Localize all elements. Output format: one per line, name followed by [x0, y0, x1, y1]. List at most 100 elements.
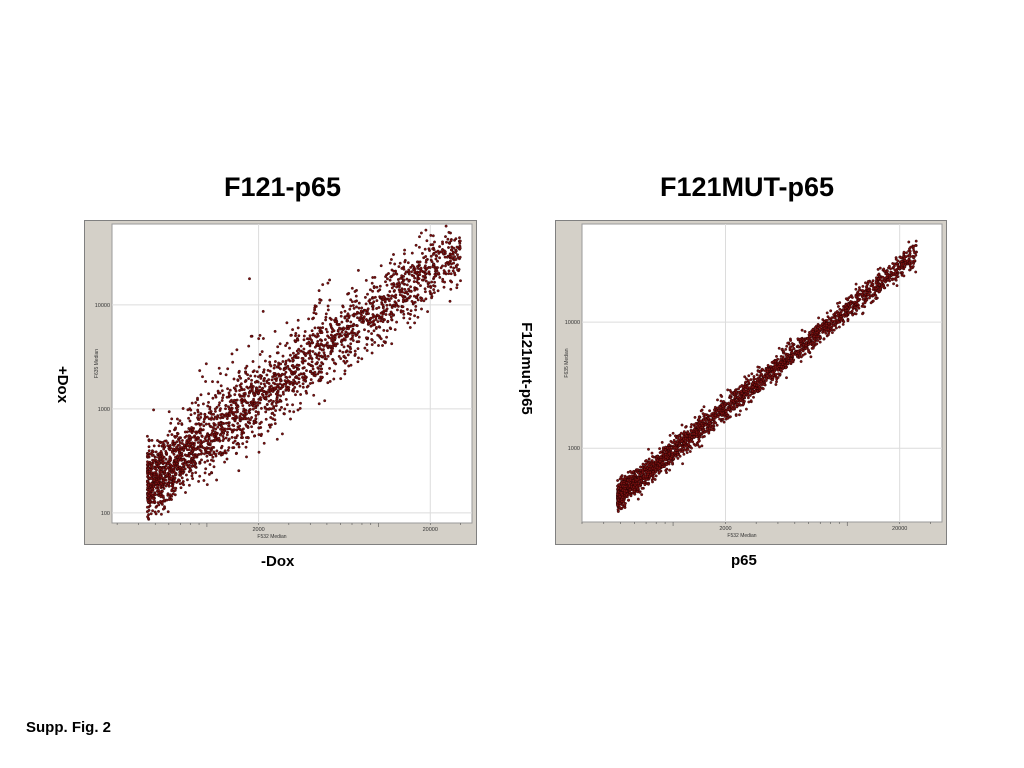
data-point: [216, 415, 220, 419]
data-point: [254, 380, 258, 384]
data-point: [449, 272, 453, 276]
data-point: [257, 397, 261, 401]
data-point: [714, 421, 718, 425]
inner-x-label: F532 Median: [257, 534, 286, 540]
data-point: [319, 338, 322, 342]
data-point: [220, 399, 224, 402]
data-point: [388, 261, 392, 265]
data-point: [439, 266, 443, 270]
data-point: [381, 303, 385, 307]
data-point: [908, 249, 912, 253]
data-point: [170, 417, 174, 421]
data-point: [268, 385, 272, 389]
data-point: [385, 303, 389, 307]
data-point: [713, 405, 717, 409]
data-point: [329, 344, 333, 348]
data-point: [217, 421, 221, 425]
data-point: [616, 508, 620, 511]
data-point: [342, 327, 346, 331]
data-point: [449, 265, 453, 269]
data-point: [430, 296, 434, 300]
data-point: [243, 410, 247, 413]
data-point: [235, 434, 239, 438]
data-point: [325, 341, 329, 345]
data-point: [285, 321, 289, 325]
data-point: [371, 296, 375, 300]
data-point: [345, 349, 349, 353]
data-point: [203, 460, 207, 464]
data-point: [734, 414, 738, 417]
data-point: [861, 297, 865, 301]
data-point: [311, 367, 315, 371]
data-point: [832, 328, 836, 332]
data-point: [871, 285, 875, 289]
data-point: [831, 319, 834, 323]
data-point: [187, 448, 191, 452]
data-point: [268, 360, 272, 364]
data-point: [364, 336, 368, 340]
data-point: [370, 338, 374, 341]
data-point: [203, 471, 207, 475]
data-point: [208, 447, 212, 450]
data-point: [686, 431, 690, 435]
data-point: [297, 380, 301, 384]
data-point: [318, 347, 322, 351]
data-point: [397, 299, 401, 303]
data-point: [255, 370, 259, 374]
data-point: [193, 460, 197, 464]
data-point: [185, 454, 189, 458]
data-point: [157, 488, 161, 492]
data-point: [736, 399, 739, 403]
data-point: [339, 377, 343, 381]
data-point: [258, 373, 262, 377]
data-point: [244, 445, 248, 449]
data-point: [413, 321, 417, 325]
data-point: [150, 464, 154, 468]
data-point: [259, 382, 263, 386]
data-point: [886, 283, 890, 287]
data-point: [455, 245, 459, 249]
data-point: [371, 307, 375, 311]
data-point: [874, 296, 878, 300]
data-point: [332, 369, 336, 373]
data-point: [308, 363, 312, 367]
data-point: [433, 280, 437, 284]
data-point: [211, 380, 214, 384]
data-point: [380, 295, 384, 299]
data-point: [821, 318, 825, 322]
data-point: [302, 366, 306, 370]
data-point: [860, 292, 864, 296]
data-point: [444, 261, 448, 265]
data-point: [296, 326, 300, 330]
data-point: [147, 483, 151, 487]
inner-y-label: F635 Median: [564, 348, 570, 377]
data-point: [304, 389, 308, 393]
data-point: [722, 400, 726, 403]
data-point: [218, 391, 222, 395]
data-point: [750, 392, 754, 396]
data-point: [185, 478, 189, 482]
data-point: [308, 382, 312, 385]
data-point: [307, 317, 311, 321]
data-point: [799, 355, 803, 359]
data-point: [854, 312, 858, 316]
data-point: [263, 384, 267, 388]
data-point: [318, 298, 322, 301]
data-point: [313, 326, 317, 330]
data-point: [447, 269, 451, 273]
data-point: [191, 449, 195, 453]
data-point: [807, 333, 811, 337]
data-point: [190, 471, 194, 475]
data-point: [748, 386, 751, 390]
data-point: [317, 351, 321, 355]
data-point: [423, 276, 427, 280]
data-point: [409, 309, 413, 313]
data-point: [355, 310, 359, 314]
data-point: [203, 416, 207, 420]
data-point: [171, 447, 175, 451]
data-point: [161, 494, 165, 498]
data-point: [444, 224, 448, 228]
data-point: [196, 408, 200, 412]
data-point: [295, 390, 299, 393]
data-point: [265, 391, 269, 395]
